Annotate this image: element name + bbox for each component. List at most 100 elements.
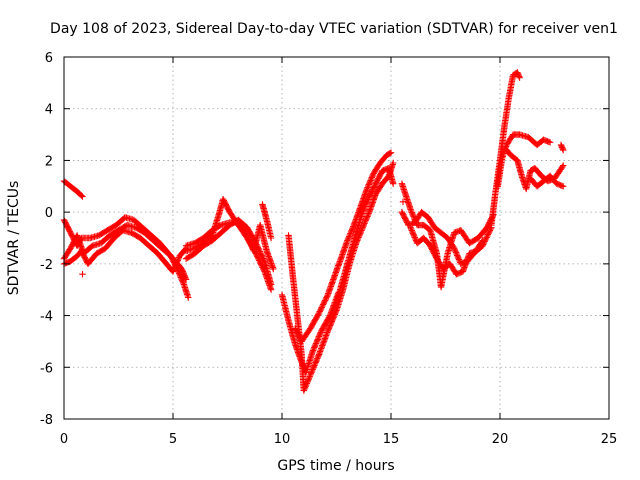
data-point: [346, 233, 353, 240]
data-point: [320, 300, 327, 307]
data-point: [175, 270, 183, 277]
data-point: [311, 360, 319, 368]
data-point: [310, 364, 317, 372]
data-point: [172, 261, 180, 268]
data-point: [478, 238, 485, 246]
data-point: [180, 279, 187, 287]
data-point: [365, 194, 372, 202]
data-point: [452, 249, 460, 256]
data-point: [328, 318, 335, 325]
data-point: [328, 306, 336, 313]
y-tick-label: 0: [45, 206, 53, 221]
data-point: [363, 214, 370, 221]
data-point: [244, 233, 251, 240]
data-series: [60, 227, 190, 275]
data-point: [310, 363, 317, 370]
data-point: [361, 203, 369, 210]
data-point: [344, 236, 352, 243]
data-point: [365, 210, 372, 217]
data-point: [407, 206, 414, 213]
data-point: [411, 234, 418, 241]
data-point: [254, 253, 261, 260]
data-point: [331, 312, 338, 320]
data-point: [409, 230, 417, 237]
data-point: [560, 183, 567, 190]
data-point: [316, 332, 323, 339]
data-point: [175, 268, 182, 275]
data-point: [257, 249, 264, 257]
data-point: [455, 256, 463, 263]
data-point: [335, 261, 342, 268]
data-point: [368, 175, 375, 183]
data-series: [182, 219, 277, 273]
data-point: [303, 381, 310, 389]
data-point: [177, 272, 184, 280]
data-point: [408, 207, 415, 215]
data-point: [177, 274, 185, 281]
data-point: [410, 213, 417, 220]
data-point: [407, 224, 414, 231]
data-point: [363, 200, 370, 207]
data-series: [259, 201, 275, 242]
data-point: [315, 311, 322, 318]
data-point: [169, 268, 177, 275]
data-point: [304, 377, 312, 384]
data-point: [452, 248, 459, 255]
data-point: [360, 206, 367, 213]
data-series: [182, 196, 275, 293]
data-point: [559, 163, 566, 171]
data-point: [347, 228, 355, 236]
data-point: [451, 245, 458, 252]
data-point: [325, 325, 333, 332]
data-point: [485, 230, 492, 237]
data-point: [321, 336, 328, 343]
data-point: [267, 286, 275, 293]
data-point: [300, 387, 307, 394]
data-point: [320, 339, 327, 346]
data-point: [479, 237, 486, 244]
data-point: [309, 348, 316, 355]
data-point: [179, 278, 186, 285]
data-point: [330, 314, 337, 321]
data-point: [364, 213, 371, 220]
data-point: [317, 307, 324, 314]
data-point: [366, 180, 373, 187]
x-axis-label: GPS time / hours: [277, 458, 394, 474]
data-point: [245, 236, 253, 243]
data-point: [451, 246, 458, 253]
data-point: [314, 353, 322, 361]
y-tick-label: -2: [40, 258, 53, 273]
data-point: [560, 146, 567, 154]
data-point: [319, 301, 327, 308]
data-point: [358, 227, 365, 234]
data-point: [315, 333, 323, 340]
data-point: [319, 342, 326, 349]
data-point: [310, 345, 317, 353]
data-point: [315, 334, 322, 342]
data-point: [369, 173, 376, 180]
x-tick-label: 5: [169, 432, 177, 447]
data-point: [408, 225, 415, 233]
y-tick-label: -6: [40, 361, 53, 376]
data-point: [311, 343, 318, 350]
data-point: [482, 235, 490, 242]
data-point: [301, 384, 309, 391]
data-series: [291, 149, 395, 345]
data-point: [247, 240, 254, 248]
data-point: [308, 369, 315, 376]
data-point: [182, 274, 189, 282]
data-point: [346, 231, 353, 239]
data-point: [318, 345, 325, 352]
data-point: [301, 385, 308, 393]
data-point: [256, 246, 263, 254]
data-point: [307, 371, 314, 379]
data-point: [317, 305, 325, 312]
data-point: [332, 308, 340, 315]
data-point: [344, 237, 351, 244]
data-point: [359, 224, 366, 231]
data-point: [366, 178, 374, 185]
data-point: [560, 162, 567, 169]
y-axis-label: SDTVAR / TECUs: [6, 181, 22, 296]
data-point: [406, 221, 413, 228]
data-series: [527, 172, 567, 190]
